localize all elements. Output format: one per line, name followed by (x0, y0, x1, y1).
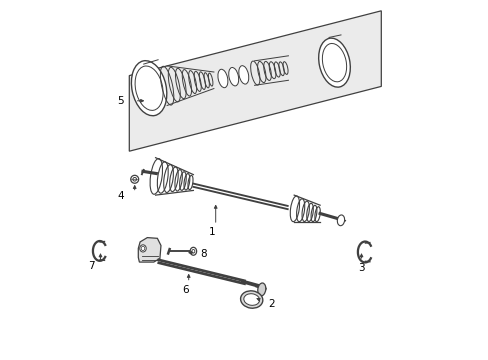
Ellipse shape (218, 69, 227, 88)
Ellipse shape (244, 294, 259, 305)
Ellipse shape (133, 177, 136, 181)
Text: 8: 8 (200, 249, 206, 259)
Text: 6: 6 (182, 285, 188, 295)
Ellipse shape (228, 67, 238, 86)
Ellipse shape (240, 291, 262, 308)
Ellipse shape (140, 245, 146, 252)
Ellipse shape (337, 215, 344, 226)
Ellipse shape (257, 283, 265, 296)
Text: 2: 2 (267, 299, 274, 309)
Text: 1: 1 (208, 227, 215, 237)
Text: 7: 7 (88, 261, 95, 271)
Polygon shape (138, 238, 161, 262)
Ellipse shape (190, 247, 196, 255)
Ellipse shape (130, 175, 139, 183)
Ellipse shape (192, 249, 194, 253)
Ellipse shape (131, 61, 166, 116)
Text: 3: 3 (357, 263, 364, 273)
Ellipse shape (238, 66, 248, 84)
Polygon shape (129, 11, 381, 151)
Ellipse shape (135, 66, 163, 111)
Text: 5: 5 (117, 96, 123, 106)
Ellipse shape (318, 38, 349, 87)
Text: 4: 4 (117, 191, 123, 201)
Ellipse shape (322, 44, 346, 82)
